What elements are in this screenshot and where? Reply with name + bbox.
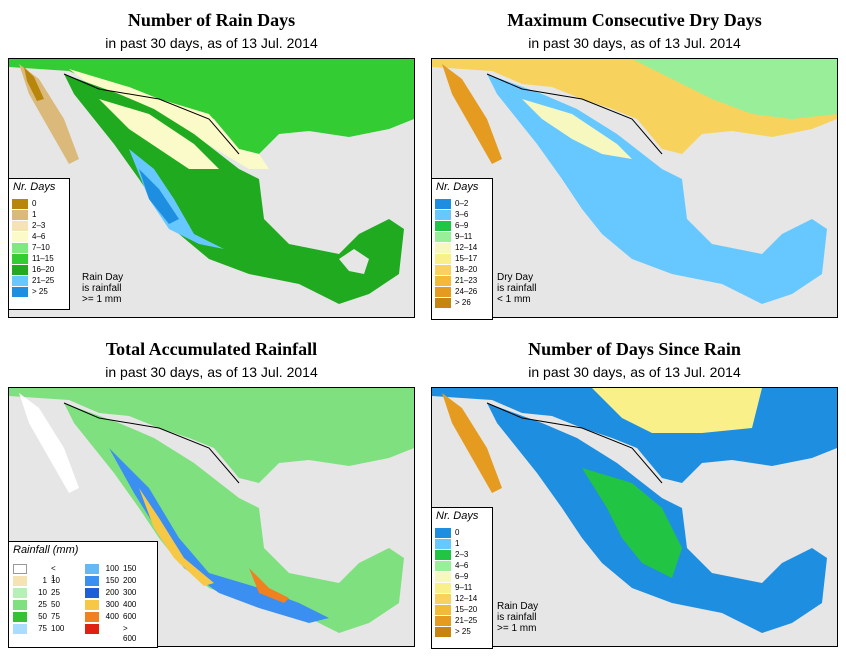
panel-total-rainfall: Total Accumulated Rainfall in past 30 da…: [0, 329, 423, 658]
panel-days-since-rain: Number of Days Since Rain in past 30 day…: [423, 329, 846, 658]
panel-subtitle: in past 30 days, as of 13 Jul. 2014: [105, 35, 318, 51]
legend-note: Dry Day is rainfall < 1 mm: [497, 272, 537, 305]
map-rain-days: [8, 58, 415, 318]
legend-title: Nr. Days: [13, 181, 56, 193]
map-dry-days: [431, 58, 838, 318]
legend-note: Rain Day is rainfall >= 1 mm: [82, 272, 124, 305]
panel-subtitle: in past 30 days, as of 13 Jul. 2014: [528, 35, 741, 51]
map-canvas: [432, 59, 837, 317]
panel-subtitle: in past 30 days, as of 13 Jul. 2014: [528, 364, 741, 380]
panel-dry-days: Maximum Consecutive Dry Days in past 30 …: [423, 0, 846, 329]
legend-dry-days: Nr. Days 0–2 3–6 6–9 9–11 12–14 15–17 18…: [431, 178, 493, 320]
panel-title: Number of Rain Days: [127, 10, 296, 30]
panel-title: Maximum Consecutive Dry Days: [507, 10, 762, 30]
panel-rain-days: Number of Rain Days in past 30 days, as …: [0, 0, 423, 329]
map-canvas: [9, 59, 414, 317]
legend-title: Rainfall (mm): [13, 544, 79, 556]
legend-rainfall: Rainfall (mm) < 1 1 10 10 25 25 50 50 75 75 1…: [8, 541, 158, 648]
panel-subtitle: in past 30 days, as of 13 Jul. 2014: [105, 364, 318, 380]
legend-days-since-rain: Nr. Days 0 1 2–3 4–6 6–9 9–11 12–14 15–2…: [431, 507, 493, 649]
map-canvas: [432, 388, 837, 646]
panel-title: Number of Days Since Rain: [528, 339, 741, 359]
legend-note: Rain Day is rainfall >= 1 mm: [497, 601, 539, 634]
legend-rain-days: Nr. Days 0 1 2–3 4–6 7–10 11–15 16–20 21…: [8, 178, 70, 310]
map-days-since-rain: [431, 387, 838, 647]
panel-title: Total Accumulated Rainfall: [105, 339, 318, 359]
legend-title: Nr. Days: [436, 181, 479, 193]
legend-title: Nr. Days: [436, 510, 479, 522]
